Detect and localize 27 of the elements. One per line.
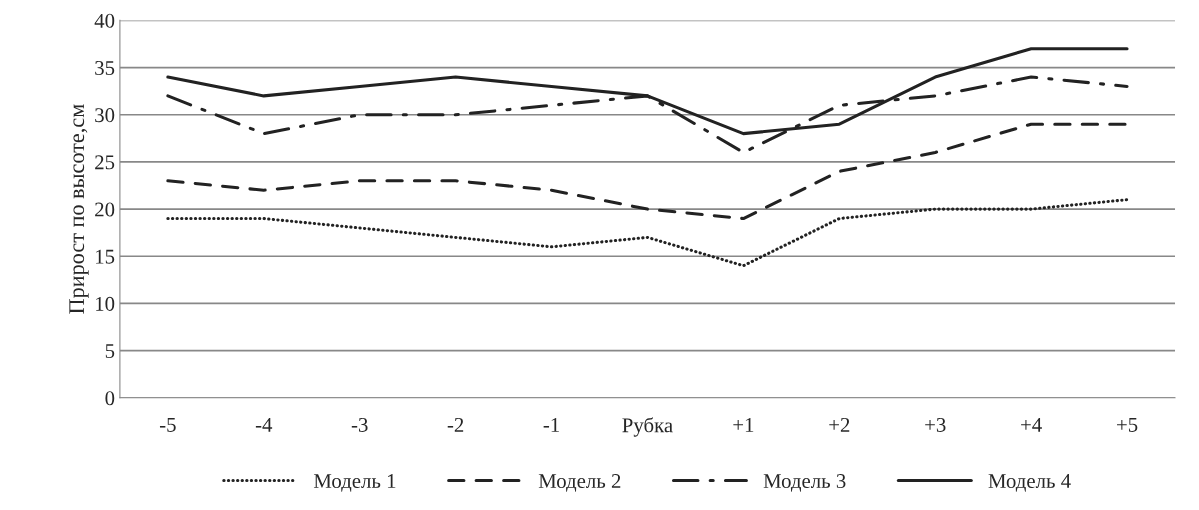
y-tick-label: 30: [95, 108, 115, 123]
x-tick-label: -2: [447, 417, 464, 432]
y-tick-label: 10: [96, 296, 115, 311]
legend-label: Модель 1: [313, 474, 396, 492]
y-tick-label: 5: [105, 344, 115, 359]
y-tick-label: 35: [95, 61, 115, 76]
line-series: [166, 198, 1129, 268]
legend-label: Модель 4: [988, 474, 1071, 492]
x-tick-label: +2: [829, 417, 850, 432]
y-tick-label: 20: [95, 202, 115, 217]
x-tick-label: -3: [351, 417, 368, 432]
y-tick-label: 15: [96, 249, 115, 264]
x-tick-label: +4: [1021, 417, 1042, 432]
x-tick-label: -1: [543, 417, 559, 432]
line-series: [166, 122, 1129, 221]
x-tick-label: +5: [1117, 418, 1138, 432]
y-tick-label: 0: [105, 391, 115, 406]
y-tick-label: 40: [94, 13, 115, 28]
x-tick-label: Рубка: [622, 417, 673, 437]
x-tick-label: +3: [925, 417, 946, 432]
x-tick-label: -4: [255, 417, 273, 432]
legend-label: Модель 3: [763, 474, 846, 492]
x-tick-label: +1: [733, 417, 754, 432]
x-tick-label: -5: [159, 418, 176, 432]
y-tick-label: 25: [95, 155, 115, 170]
y-axis-title: Прирост по высоте,см: [69, 104, 89, 314]
legend-label: Модель 2: [538, 474, 621, 492]
